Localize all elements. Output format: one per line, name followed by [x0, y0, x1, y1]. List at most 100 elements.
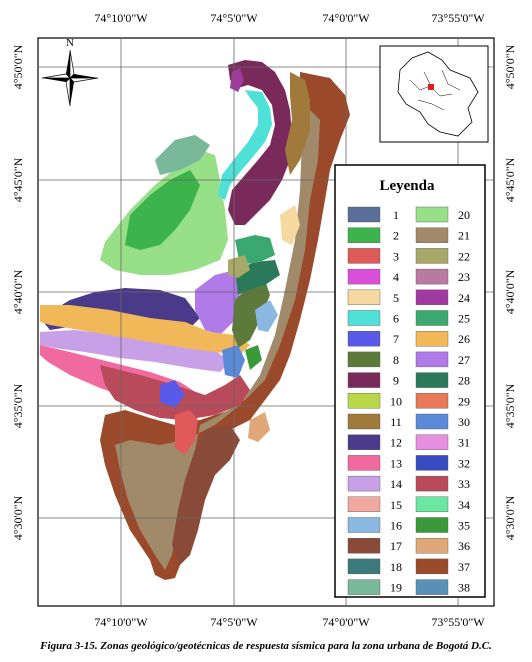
legend-swatch-4	[347, 268, 381, 285]
legend-label-37: 37	[458, 560, 470, 574]
legend-swatch-33	[415, 475, 449, 492]
top-lon-label: 74°10'0"W	[94, 11, 148, 25]
legend-label-13: 13	[390, 456, 402, 470]
legend-label-10: 10	[390, 394, 402, 408]
zone-24	[230, 68, 244, 92]
legend-swatch-32	[415, 455, 449, 471]
right-lat-label: 4°30'0"N	[503, 495, 517, 540]
legend-swatch-21	[415, 227, 449, 243]
legend-label-16: 16	[390, 519, 402, 533]
legend-label-35: 35	[458, 519, 470, 533]
zone-5	[280, 205, 300, 245]
bottom-lon-label: 73°55'0"W	[431, 615, 485, 629]
legend-label-24: 24	[458, 291, 470, 305]
legend-label-15: 15	[390, 498, 402, 512]
legend-label-23: 23	[458, 270, 470, 284]
legend-label-14: 14	[390, 477, 402, 491]
legend-label-36: 36	[458, 539, 470, 553]
legend-swatch-5	[347, 289, 381, 305]
legend-swatch-34	[415, 496, 449, 512]
zone-30	[222, 345, 245, 378]
north-arrow-icon: N	[41, 37, 99, 107]
legend-swatch-23	[415, 268, 449, 285]
left-lat-label: 4°40'0"N	[11, 269, 25, 314]
right-lat-label: 4°40'0"N	[503, 269, 517, 314]
zone-35	[245, 345, 262, 370]
legend-label-17: 17	[390, 539, 402, 553]
zone-14	[40, 330, 230, 372]
zone-22	[228, 255, 250, 278]
right-lat-label: 4°35'0"N	[503, 383, 517, 428]
zone-8	[232, 280, 270, 348]
top-lon-label: 74°5'0"W	[210, 11, 258, 25]
legend-label-26: 26	[458, 332, 470, 346]
legend-label-4: 4	[393, 270, 399, 284]
legend-label-5: 5	[393, 291, 399, 305]
legend-swatch-25	[415, 310, 449, 326]
legend-label-6: 6	[393, 312, 399, 326]
right-lat-label: 4°50'0"N	[503, 44, 517, 89]
legend-swatch-3	[347, 248, 381, 264]
bogota-marker-icon	[428, 84, 434, 90]
legend-swatch-9	[347, 372, 381, 388]
legend-label-7: 7	[393, 332, 399, 346]
legend-label-8: 8	[393, 353, 399, 367]
legend-swatch-17	[347, 538, 381, 554]
zone-11	[285, 72, 310, 175]
north-letter: N	[66, 37, 74, 49]
legend-swatch-29	[415, 393, 449, 409]
zone-6	[218, 90, 272, 200]
zone-7	[160, 380, 185, 408]
zone-26	[40, 305, 250, 355]
zone-polygons	[40, 60, 350, 580]
legend-label-21: 21	[458, 229, 470, 243]
legend-label-34: 34	[458, 498, 470, 512]
zone-36	[248, 412, 270, 442]
top-lon-label: 74°0'0"W	[322, 11, 370, 25]
zone-17	[172, 425, 240, 565]
legend-label-28: 28	[458, 374, 470, 388]
legend-label-20: 20	[458, 208, 470, 222]
top-lon-label: 73°55'0"W	[431, 11, 485, 25]
legend-swatch-20	[415, 206, 449, 223]
legend-label-19: 19	[390, 581, 402, 595]
bottom-lon-label: 74°0'0"W	[322, 615, 370, 629]
legend-label-29: 29	[458, 394, 470, 408]
legend-label-32: 32	[458, 456, 470, 470]
legend-swatch-18	[347, 558, 381, 575]
legend-swatch-15	[347, 496, 381, 512]
legend-swatch-2	[347, 227, 381, 243]
left-lat-label: 4°45'0"N	[11, 157, 25, 202]
legend-label-25: 25	[458, 312, 470, 326]
legend-swatch-26	[415, 331, 449, 347]
legend-label-22: 22	[458, 249, 470, 263]
left-lat-label: 4°30'0"N	[11, 495, 25, 540]
zone-16	[255, 300, 278, 332]
bottom-lon-label: 74°5'0"W	[210, 615, 258, 629]
legend-label-11: 11	[390, 415, 402, 429]
legend-label-33: 33	[458, 477, 470, 491]
legend-label-27: 27	[458, 353, 470, 367]
legend-swatch-38	[415, 579, 449, 595]
zone-3	[175, 410, 198, 455]
legend-swatch-8	[347, 351, 381, 368]
legend-swatch-1	[347, 206, 381, 223]
bottom-lon-label: 74°10'0"W	[94, 615, 148, 629]
legend-swatch-24	[415, 289, 449, 305]
legend-label-2: 2	[393, 229, 399, 243]
zone-21	[115, 100, 320, 570]
legend-title: Leyenda	[379, 178, 435, 194]
legend-swatch-22	[415, 248, 449, 264]
legend-label-9: 9	[393, 374, 399, 388]
legend-swatch-31	[415, 434, 449, 450]
legend-swatch-14	[347, 475, 381, 492]
legend-swatch-6	[347, 310, 381, 326]
left-lat-label: 4°35'0"N	[11, 383, 25, 428]
legend-swatch-11	[347, 413, 381, 430]
left-lat-label: 4°50'0"N	[11, 44, 25, 89]
legend-swatch-30	[415, 413, 449, 430]
zone-27	[195, 270, 240, 335]
legend-swatch-28	[415, 372, 449, 388]
legend-label-18: 18	[390, 560, 402, 574]
